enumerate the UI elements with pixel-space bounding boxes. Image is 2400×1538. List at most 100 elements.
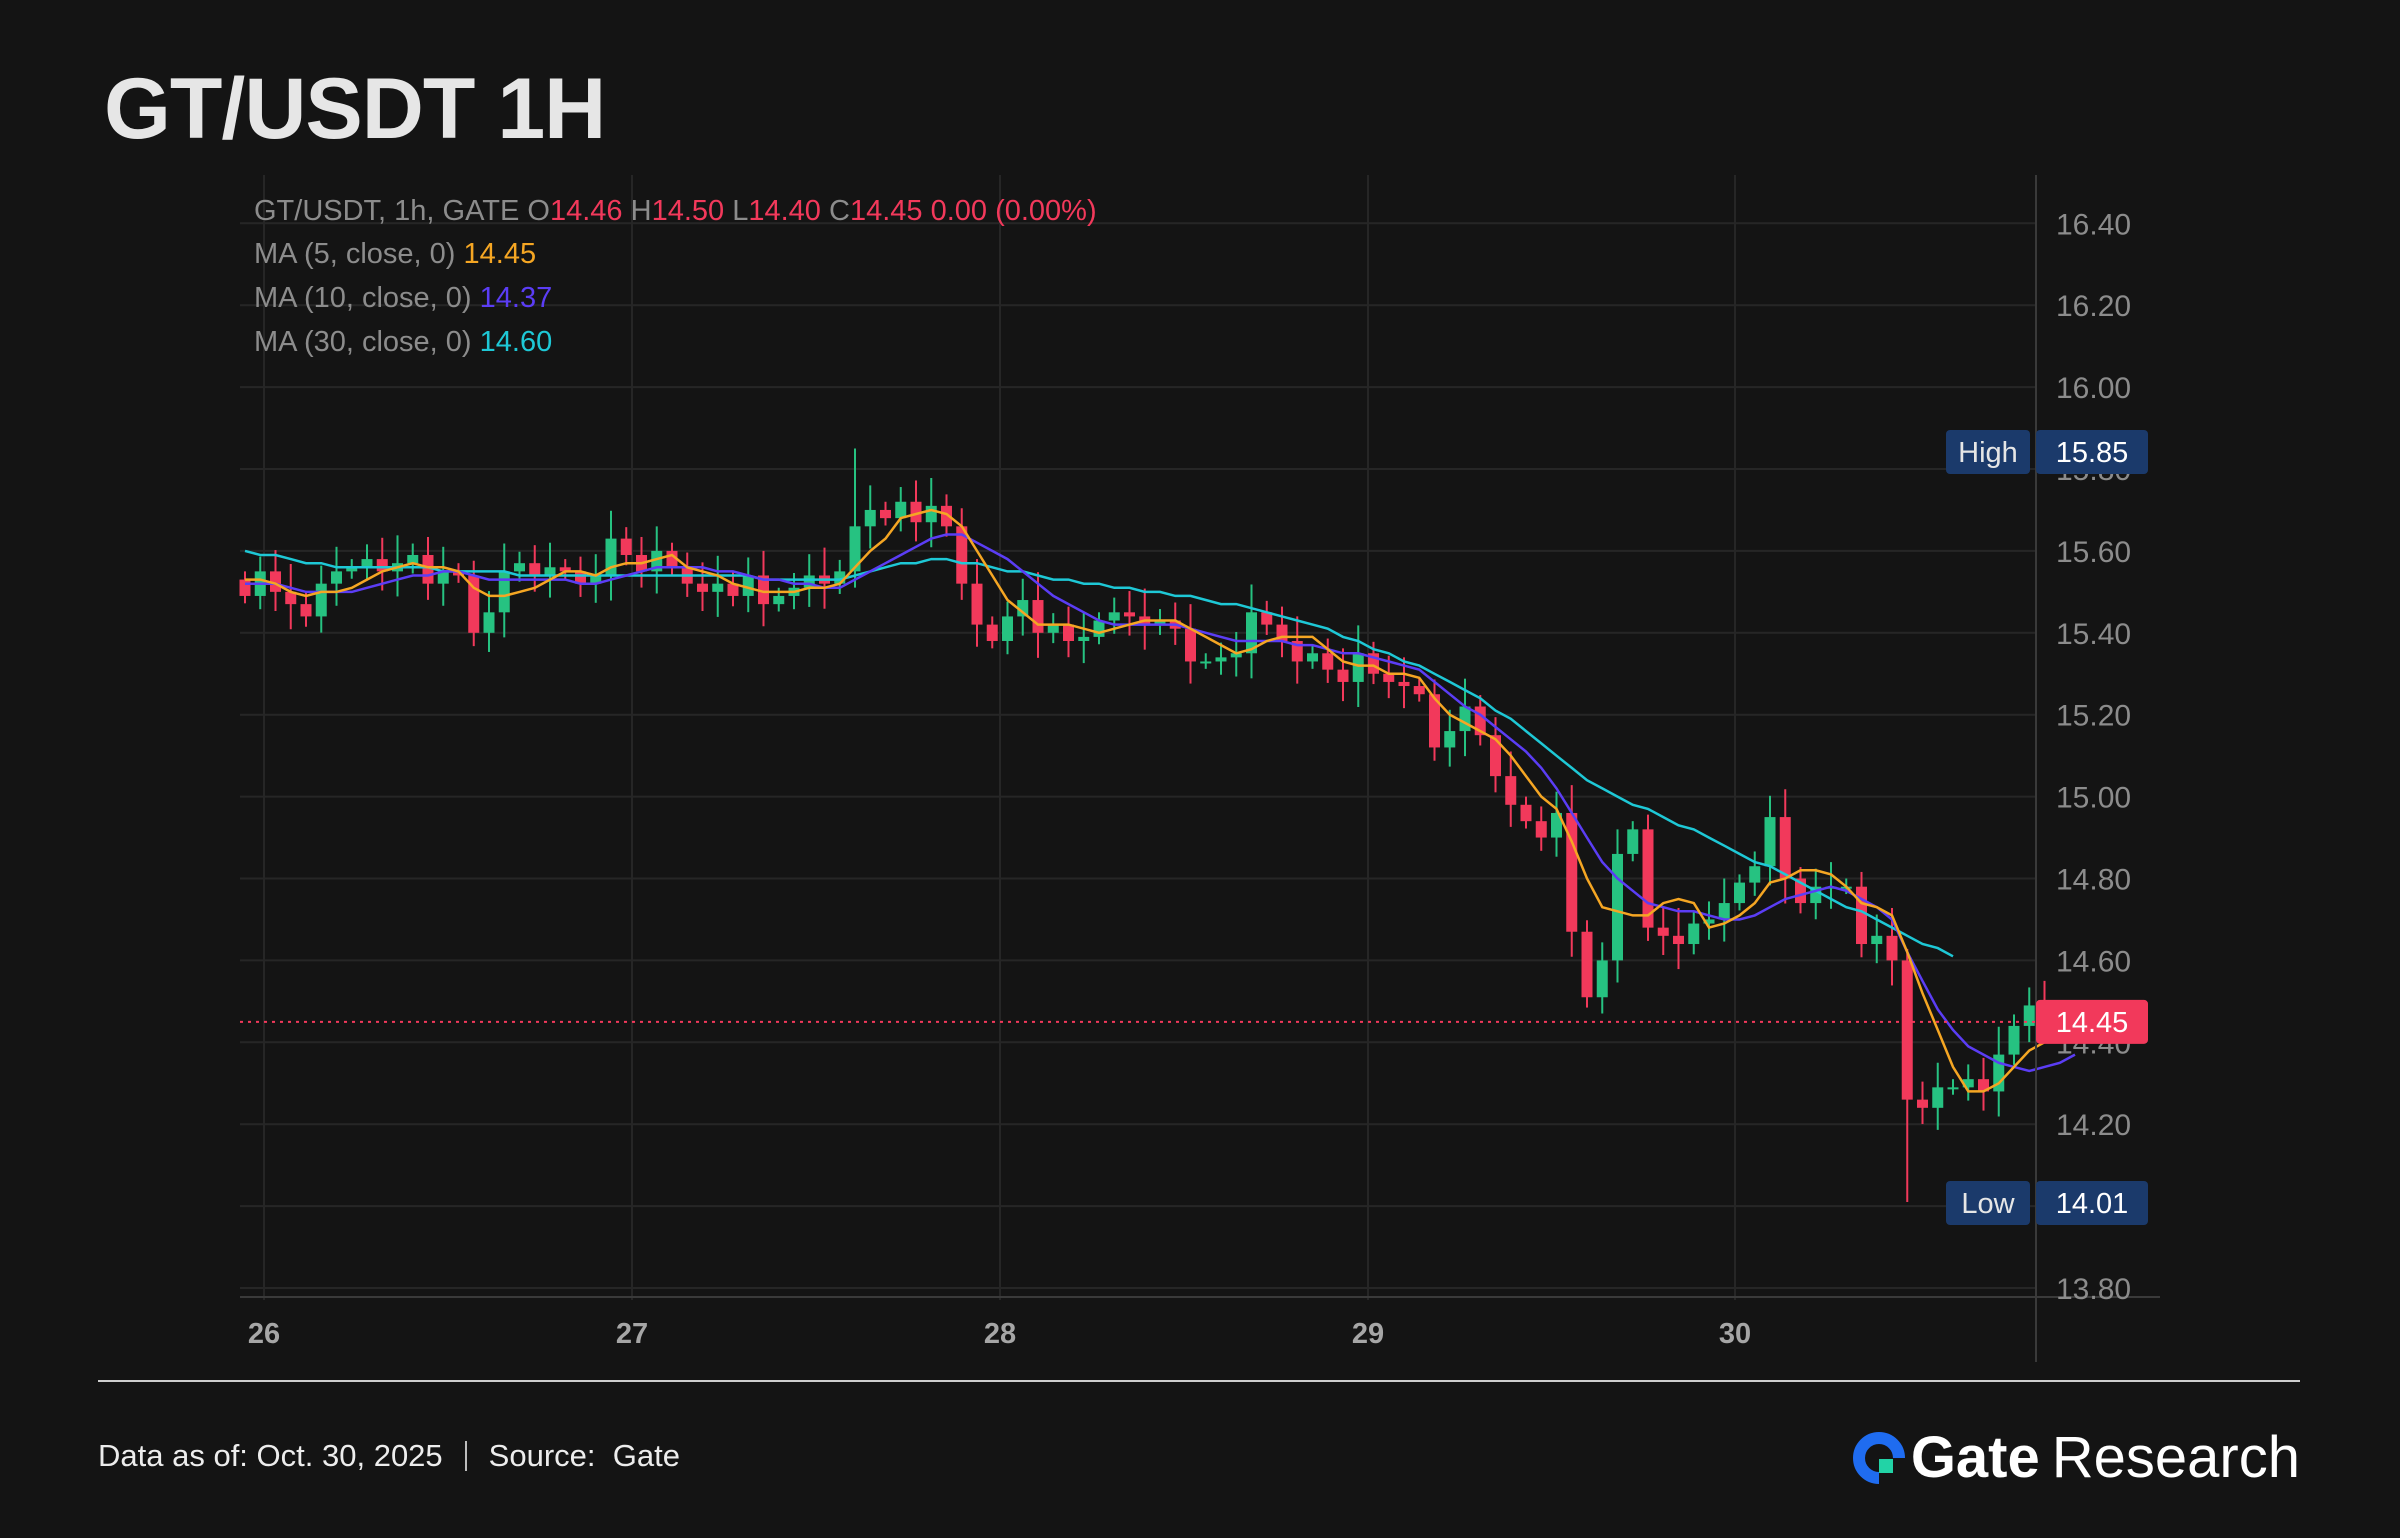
candle-body	[1291, 640, 1303, 662]
gate-research-logo: Gate Research	[1852, 1424, 2300, 1491]
candle-body	[346, 567, 358, 572]
candle-body	[605, 538, 617, 576]
legend-ma5: MA (5, close, 0) 14.45	[254, 238, 536, 270]
legend-h-label: H	[631, 195, 652, 227]
candle-body	[651, 550, 663, 572]
candle	[895, 487, 907, 532]
candle-body	[956, 526, 968, 584]
high-marker: High 15.85	[1946, 430, 2148, 474]
candle	[1093, 612, 1105, 645]
candle-body	[1444, 731, 1456, 748]
candle-body	[1886, 935, 1898, 961]
candle-body	[1505, 776, 1517, 805]
candle-body	[1047, 624, 1059, 633]
candle-body	[1230, 653, 1242, 658]
candle-body	[2008, 1025, 2020, 1055]
candle	[590, 554, 602, 603]
candle-body	[1764, 817, 1776, 867]
low-marker-value-bg	[2036, 1181, 2148, 1225]
y-tick-label: 15.60	[2056, 536, 2131, 569]
candle	[986, 616, 998, 649]
high-marker-value-bg	[2036, 430, 2148, 474]
page-title: GT/USDT 1H	[104, 61, 606, 157]
y-tick-label: 15.00	[2056, 782, 2131, 815]
y-tick-label: 14.20	[2056, 1109, 2131, 1142]
candle	[758, 550, 769, 627]
candle-body	[1185, 628, 1196, 662]
candle	[1322, 638, 1334, 683]
chart-grid	[240, 175, 2035, 1300]
candle-body	[1612, 853, 1623, 961]
ma5-line	[245, 508, 2076, 1093]
candle-body	[1917, 1099, 1928, 1108]
candle-body	[712, 583, 724, 592]
candle-body	[1337, 669, 1349, 682]
candle-body	[1673, 935, 1684, 945]
price-markers: High 15.85 Low 14.01 14.45	[240, 430, 2148, 1225]
candle-body	[1063, 624, 1074, 641]
candle-body	[1688, 923, 1700, 945]
candle	[437, 546, 449, 606]
candle-body	[315, 583, 327, 617]
candle-body	[1276, 624, 1288, 641]
footer-info: Data as of: Oct. 30, 2025 Source: Gate	[98, 1438, 680, 1474]
candle	[1871, 914, 1883, 964]
candle-body	[1352, 653, 1364, 682]
candle-body	[1398, 681, 1410, 687]
legend-ma10-label: MA (10, close, 0)	[254, 282, 480, 314]
x-tick-label: 29	[1352, 1318, 1384, 1350]
candle	[1657, 906, 1669, 955]
candle	[498, 543, 510, 638]
candle	[849, 448, 861, 588]
candle	[1596, 942, 1608, 1014]
date-value: Oct. 30, 2025	[256, 1438, 443, 1473]
footer-divider	[98, 1380, 2300, 1382]
candle-body	[285, 591, 297, 605]
candle-body	[1383, 673, 1395, 682]
legend-o-label: O	[527, 195, 550, 227]
candle	[2008, 1014, 2020, 1065]
candle	[1185, 604, 1196, 684]
candle-body	[1368, 653, 1379, 674]
ma30-line	[244, 549, 1954, 958]
candle	[1017, 578, 1029, 636]
candle-body	[437, 571, 449, 584]
candle-body	[1642, 829, 1654, 928]
candle	[270, 550, 281, 612]
candles-layer	[239, 448, 2081, 1203]
x-tick-label: 27	[616, 1318, 648, 1350]
candle	[1276, 606, 1288, 658]
legend-c-label: C	[829, 195, 850, 227]
candle-body	[453, 571, 464, 576]
y-tick-label: 15.20	[2056, 700, 2131, 733]
candle	[529, 545, 541, 592]
source-value: Gate	[612, 1438, 680, 1473]
candle	[1917, 1081, 1928, 1125]
legend-o-value: 14.46	[550, 195, 631, 227]
high-marker-label: High	[1958, 437, 2018, 469]
candle-body	[1932, 1087, 1944, 1108]
candle	[407, 543, 419, 574]
candle-body	[834, 571, 846, 584]
candle	[2023, 987, 2035, 1043]
candle	[1764, 795, 1776, 886]
candle	[544, 542, 556, 598]
candle-body	[1962, 1079, 1974, 1088]
candlestick-chart[interactable]: 16.4016.2016.0015.8015.6015.4015.2015.00…	[0, 0, 2400, 1380]
candle	[1474, 695, 1486, 746]
candle	[880, 501, 891, 526]
legend-ma10: MA (10, close, 0) 14.37	[254, 282, 552, 314]
candle-body	[1749, 866, 1761, 883]
candle-body	[1307, 653, 1318, 662]
candle-body	[1032, 600, 1044, 633]
footer-separator	[464, 1441, 467, 1471]
candle	[1307, 645, 1318, 669]
candle	[1429, 679, 1440, 761]
candle	[1535, 806, 1547, 851]
candle-body	[773, 595, 785, 605]
candle-body	[620, 538, 632, 555]
candle-body	[1017, 600, 1029, 617]
candle-body	[1581, 931, 1593, 998]
candle-body	[1993, 1054, 2005, 1092]
candle	[1779, 789, 1791, 904]
